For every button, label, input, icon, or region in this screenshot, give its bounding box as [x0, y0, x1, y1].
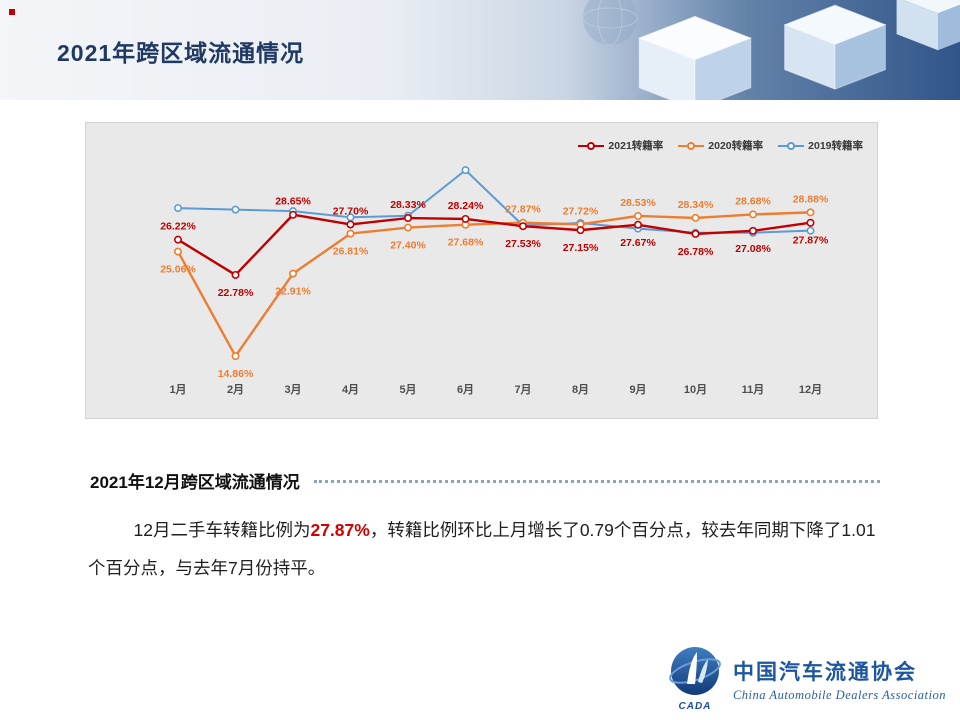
- x-axis-label: 7月: [514, 383, 531, 396]
- data-label: 27.67%: [620, 237, 656, 249]
- series-point: [289, 210, 298, 219]
- data-label: 28.53%: [620, 197, 656, 209]
- data-label: 14.86%: [218, 368, 254, 380]
- x-axis-label: 9月: [629, 383, 646, 396]
- data-label: 22.91%: [275, 286, 311, 298]
- series-point: [748, 226, 757, 235]
- summary-highlight-value: 27.87%: [310, 520, 370, 540]
- org-names: 中国汽车流通协会 China Automobile Dealers Associ…: [733, 656, 946, 703]
- series-point: [346, 220, 355, 229]
- data-label: 27.53%: [505, 238, 541, 250]
- org-name-chinese: 中国汽车流通协会: [732, 659, 917, 684]
- series-point: [174, 235, 183, 244]
- series-point: [691, 213, 700, 222]
- header-banner: 2021年跨区域流通情况: [0, 0, 960, 100]
- legend-item-2020转籍率: 2020转籍率: [678, 138, 763, 153]
- legend-label: 2021转籍率: [608, 140, 664, 152]
- x-axis-label: 10月: [684, 383, 707, 396]
- x-axis-label: 6月: [457, 383, 474, 396]
- data-label: 27.08%: [735, 243, 771, 255]
- series-point: [461, 166, 470, 175]
- data-label: 26.81%: [333, 246, 369, 258]
- series-point: [403, 214, 412, 223]
- data-label: 27.68%: [448, 237, 484, 249]
- cada-logo-icon: [669, 647, 721, 695]
- series-point: [748, 210, 757, 219]
- series-point: [289, 269, 298, 278]
- series-point: [174, 247, 183, 256]
- data-label: 25.06%: [160, 264, 196, 276]
- series-point: [633, 220, 642, 229]
- series-point: [633, 211, 642, 220]
- legend-marker: [778, 141, 805, 150]
- summary-text-suffix: ，转籍比例环比上月增长了0.79个百分点，较去年同期下降了1.01个百分点，与去…: [88, 520, 876, 578]
- summary-paragraph: 12月二手车转籍比例为27.87%，转籍比例环比上月增长了0.79个百分点，较去…: [88, 512, 886, 587]
- summary-text-prefix: 12月二手车转籍比例为: [133, 520, 311, 540]
- data-label: 28.68%: [735, 195, 771, 207]
- summary-heading: 2021年12月跨区域流通情况: [90, 473, 300, 492]
- dotted-rule: [313, 480, 880, 483]
- legend-marker: [578, 141, 605, 150]
- page-title: 2021年跨区域流通情况: [57, 40, 305, 66]
- x-axis-label: 11月: [742, 383, 765, 396]
- series-point: [231, 205, 240, 214]
- series-point: [576, 226, 585, 235]
- footer-logo-area: CADA 中国汽车流通协会 China Automobile Dealers A…: [665, 646, 946, 712]
- data-label: 27.87%: [505, 204, 541, 216]
- series-point: [346, 229, 355, 238]
- legend-marker: [678, 141, 705, 150]
- data-label: 27.70%: [333, 205, 369, 217]
- line-chart: 26.22% 22.78% 28.65% 27.70% 28.33% 28.24% 27.5…: [160, 166, 829, 396]
- x-axis-label: 3月: [284, 383, 301, 396]
- series-point: [806, 226, 815, 235]
- data-label: 28.65%: [275, 196, 311, 208]
- series-point: [174, 204, 183, 213]
- series-line-2021转籍率: [177, 213, 811, 277]
- series-point: [518, 222, 527, 231]
- x-axis-label: 2月: [227, 383, 244, 396]
- x-axis-label: 4月: [342, 383, 359, 396]
- series-point: [461, 214, 470, 223]
- legend-marker-dot: [687, 141, 696, 150]
- series-point: [231, 270, 240, 279]
- legend-marker-dot: [787, 141, 796, 150]
- x-axis-label: 12月: [799, 383, 822, 396]
- series-point: [806, 208, 815, 217]
- summary-section-header: 2021年12月跨区域流通情况: [90, 468, 880, 493]
- banner-cubes-graphic: [570, 0, 960, 100]
- data-label: 28.88%: [793, 193, 829, 205]
- series-point: [403, 223, 412, 232]
- legend-marker-dot: [587, 141, 596, 150]
- cada-logo-block: CADA: [665, 646, 725, 712]
- data-label: 26.78%: [678, 246, 714, 258]
- legend-item-2019转籍率: 2019转籍率: [778, 138, 863, 153]
- x-axis-label: 1月: [169, 383, 186, 396]
- data-label: 27.40%: [390, 240, 426, 252]
- data-label: 27.87%: [793, 235, 829, 247]
- chart-panel: 2021转籍率 2020转籍率 2019转籍率 26.22% 22.78% 28.65%…: [85, 122, 878, 419]
- chart-legend: 2021转籍率 2020转籍率 2019转籍率: [578, 138, 863, 153]
- corner-accent: [9, 9, 15, 15]
- legend-item-2021转籍率: 2021转籍率: [578, 138, 663, 153]
- legend-label: 2020转籍率: [708, 140, 764, 152]
- data-label: 28.33%: [390, 199, 426, 211]
- data-label: 27.72%: [563, 205, 599, 217]
- data-label: 28.24%: [448, 200, 484, 212]
- data-label: 22.78%: [218, 287, 254, 299]
- data-label: 26.22%: [160, 221, 196, 233]
- data-label: 27.15%: [563, 242, 599, 254]
- series-point: [806, 218, 815, 227]
- series-point: [231, 352, 240, 361]
- legend-label: 2019转籍率: [808, 140, 863, 152]
- x-axis-label: 5月: [399, 383, 416, 396]
- org-name-english: China Automobile Dealers Association: [732, 687, 946, 702]
- series-point: [691, 229, 700, 238]
- cada-logo-text: CADA: [678, 701, 712, 712]
- x-axis-label: 8月: [572, 383, 589, 396]
- data-label: 28.34%: [678, 199, 714, 211]
